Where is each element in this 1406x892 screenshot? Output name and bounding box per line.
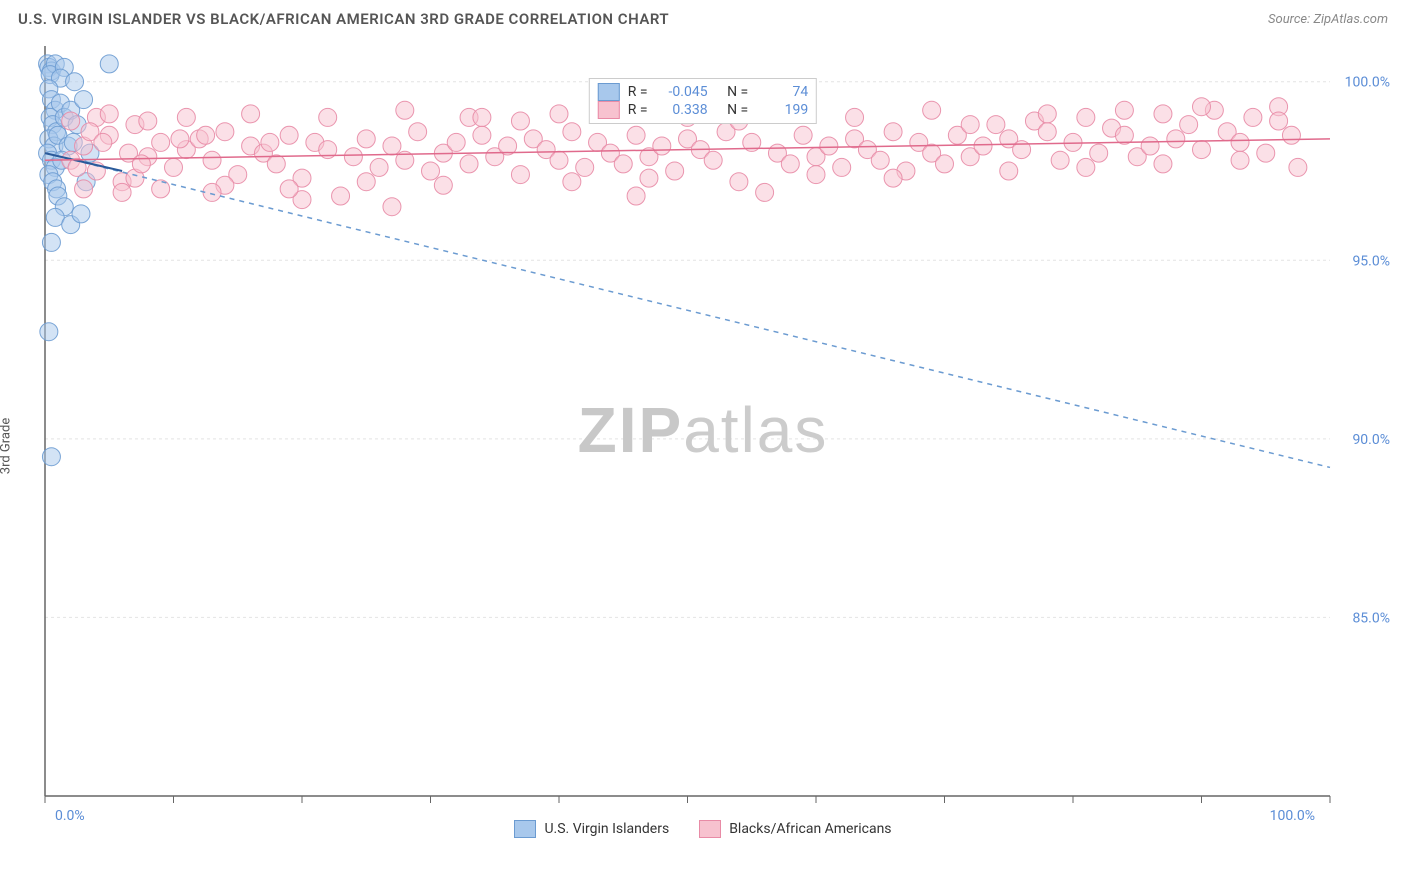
legend-item-usvi: U.S. Virgin Islanders	[514, 820, 669, 838]
source-attribution: Source: ZipAtlas.com	[1268, 12, 1388, 27]
chart-title: U.S. VIRGIN ISLANDER VS BLACK/AFRICAN AM…	[18, 10, 669, 28]
series-label-black: Blacks/African Americans	[729, 821, 891, 837]
legend-row-black: R = 0.338 N = 199	[598, 101, 808, 119]
svg-text:85.0%: 85.0%	[1352, 610, 1390, 626]
y-axis-label: 3rd Grade	[0, 418, 14, 474]
legend-item-black: Blacks/African Americans	[699, 820, 891, 838]
swatch-usvi-bottom	[514, 820, 536, 838]
svg-text:100.0%: 100.0%	[1345, 75, 1390, 91]
svg-text:90.0%: 90.0%	[1352, 432, 1390, 448]
r-value-black: 0.338	[656, 102, 708, 118]
correlation-legend: R = -0.045 N = 74 R = 0.338 N = 199	[589, 78, 817, 124]
legend-row-usvi: R = -0.045 N = 74	[598, 83, 808, 101]
swatch-black-bottom	[699, 820, 721, 838]
scatter-chart-svg: 85.0%90.0%95.0%100.0%0.0%100.0%	[0, 36, 1406, 826]
series-legend: U.S. Virgin Islanders Blacks/African Ame…	[0, 814, 1406, 856]
n-value-black: 199	[756, 102, 808, 118]
svg-text:95.0%: 95.0%	[1352, 253, 1390, 269]
chart-area: 3rd Grade 85.0%90.0%95.0%100.0%0.0%100.0…	[0, 36, 1406, 856]
chart-header: U.S. VIRGIN ISLANDER VS BLACK/AFRICAN AM…	[0, 0, 1406, 36]
r-value-usvi: -0.045	[656, 84, 708, 100]
source-link[interactable]: ZipAtlas.com	[1313, 12, 1388, 27]
swatch-black	[598, 101, 620, 119]
series-label-usvi: U.S. Virgin Islanders	[544, 821, 669, 837]
n-value-usvi: 74	[756, 84, 808, 100]
swatch-usvi	[598, 83, 620, 101]
